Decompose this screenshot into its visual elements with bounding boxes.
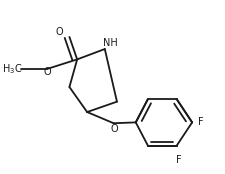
Text: F: F <box>175 155 181 165</box>
Text: H$_3$C: H$_3$C <box>2 62 23 76</box>
Text: O: O <box>110 124 118 134</box>
Text: O: O <box>55 27 63 37</box>
Text: NH: NH <box>102 38 117 48</box>
Text: O: O <box>43 67 51 77</box>
Text: F: F <box>197 117 202 127</box>
